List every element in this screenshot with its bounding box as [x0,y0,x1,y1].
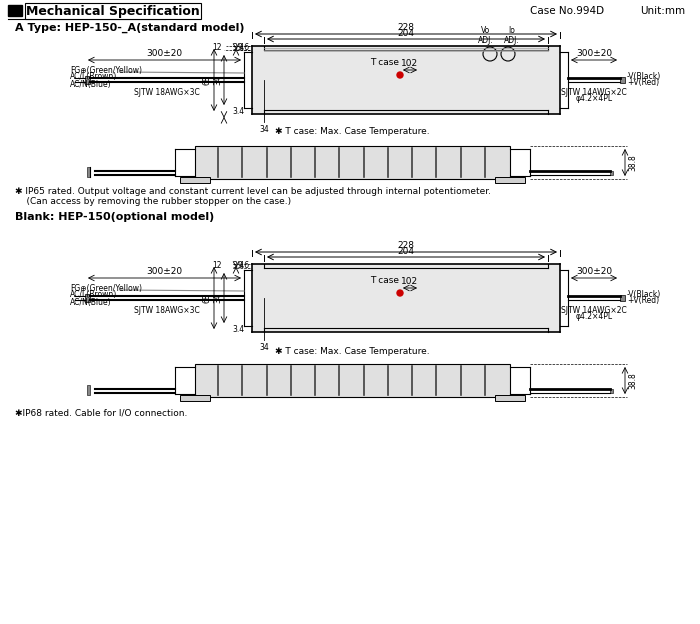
Text: 9.6: 9.6 [237,261,249,270]
Bar [85,294,90,302]
Bar [8,5,22,16]
Text: 102: 102 [401,277,419,286]
Text: A Type: HEP-150-_A(standard model): A Type: HEP-150-_A(standard model) [15,23,244,33]
Text: FG⊕(Green/Yellow): FG⊕(Green/Yellow) [70,283,142,293]
Text: 3.4: 3.4 [232,107,244,117]
Text: ✱IP68 rated. Cable for I/O connection.: ✱IP68 rated. Cable for I/O connection. [15,409,188,418]
Text: -V(Black): -V(Black) [627,291,662,300]
Text: SJTW 18AWG×3C: SJTW 18AWG×3C [134,306,200,315]
Text: AC/N(Blue): AC/N(Blue) [70,298,111,306]
Bar [252,46,560,114]
Text: ✱ T case: Max. Case Temperature.: ✱ T case: Max. Case Temperature. [275,127,430,136]
Text: φ4.2×4PL: φ4.2×4PL [575,312,612,321]
Text: 3.4: 3.4 [232,44,244,52]
Text: 34: 34 [259,125,269,134]
Bar [610,389,613,393]
Text: 34: 34 [259,343,269,352]
Text: 3.4: 3.4 [232,261,244,270]
Bar [610,171,613,175]
Text: 228: 228 [398,23,414,32]
Text: φ4.2×4PL: φ4.2×4PL [575,94,612,103]
Text: 300±20: 300±20 [146,267,183,276]
Text: -V(Black): -V(Black) [627,72,662,82]
Text: 204: 204 [398,29,414,38]
Text: AC/N(Blue): AC/N(Blue) [70,79,111,89]
Text: ✱ T case: Max. Case Temperature.: ✱ T case: Max. Case Temperature. [275,347,430,356]
Bar [620,295,625,301]
Bar [252,264,560,332]
Text: SJTW 14AWG×2C: SJTW 14AWG×2C [561,88,627,97]
Text: +V(Red): +V(Red) [627,296,659,306]
Bar [195,146,510,179]
Text: AC/L(Brown): AC/L(Brown) [70,291,118,300]
Text: Unit:mm: Unit:mm [640,6,685,16]
Text: FG⊕(Green/Yellow): FG⊕(Green/Yellow) [70,66,142,74]
Text: 9.6: 9.6 [237,44,249,52]
Text: 300±20: 300±20 [576,267,612,276]
Text: Mechanical Specification: Mechanical Specification [26,4,199,17]
Text: 102: 102 [401,59,419,68]
Text: Vo
ADJ.: Vo ADJ. [478,26,494,45]
Bar [180,395,210,401]
Text: 12: 12 [213,44,222,52]
Text: Blank: HEP-150(optional model): Blank: HEP-150(optional model) [15,212,214,222]
Text: 300±20: 300±20 [576,49,612,58]
Text: 34: 34 [213,293,222,303]
Circle shape [397,72,403,78]
Text: 228: 228 [398,241,414,250]
Text: AC/L(Brown): AC/L(Brown) [70,72,118,82]
Text: 3.4: 3.4 [232,326,244,334]
Bar [85,76,90,84]
Text: 204: 204 [398,247,414,256]
Text: 12: 12 [213,261,222,270]
Bar [620,77,625,83]
Text: Io
ADJ.: Io ADJ. [504,26,520,45]
Bar [180,177,210,183]
Text: 34: 34 [213,75,222,85]
Text: SJTW 14AWG×2C: SJTW 14AWG×2C [561,306,627,315]
Text: Case No.994D: Case No.994D [530,6,604,16]
Bar [87,385,90,395]
Bar [495,395,525,401]
Text: 38.8: 38.8 [628,154,637,171]
Text: 68: 68 [203,293,212,303]
Text: 300±20: 300±20 [146,49,183,58]
Bar [495,177,525,183]
Text: SJTW 18AWG×3C: SJTW 18AWG×3C [134,88,200,97]
Text: T case: T case [370,58,400,67]
Circle shape [397,290,403,296]
Text: +V(Red): +V(Red) [627,79,659,87]
Text: 68: 68 [203,75,212,85]
Text: ✱ IP65 rated. Output voltage and constant current level can be adjusted through : ✱ IP65 rated. Output voltage and constan… [15,187,491,207]
Text: T case: T case [370,276,400,285]
Bar [195,364,510,397]
Bar [87,167,90,177]
Text: 38.8: 38.8 [628,372,637,389]
